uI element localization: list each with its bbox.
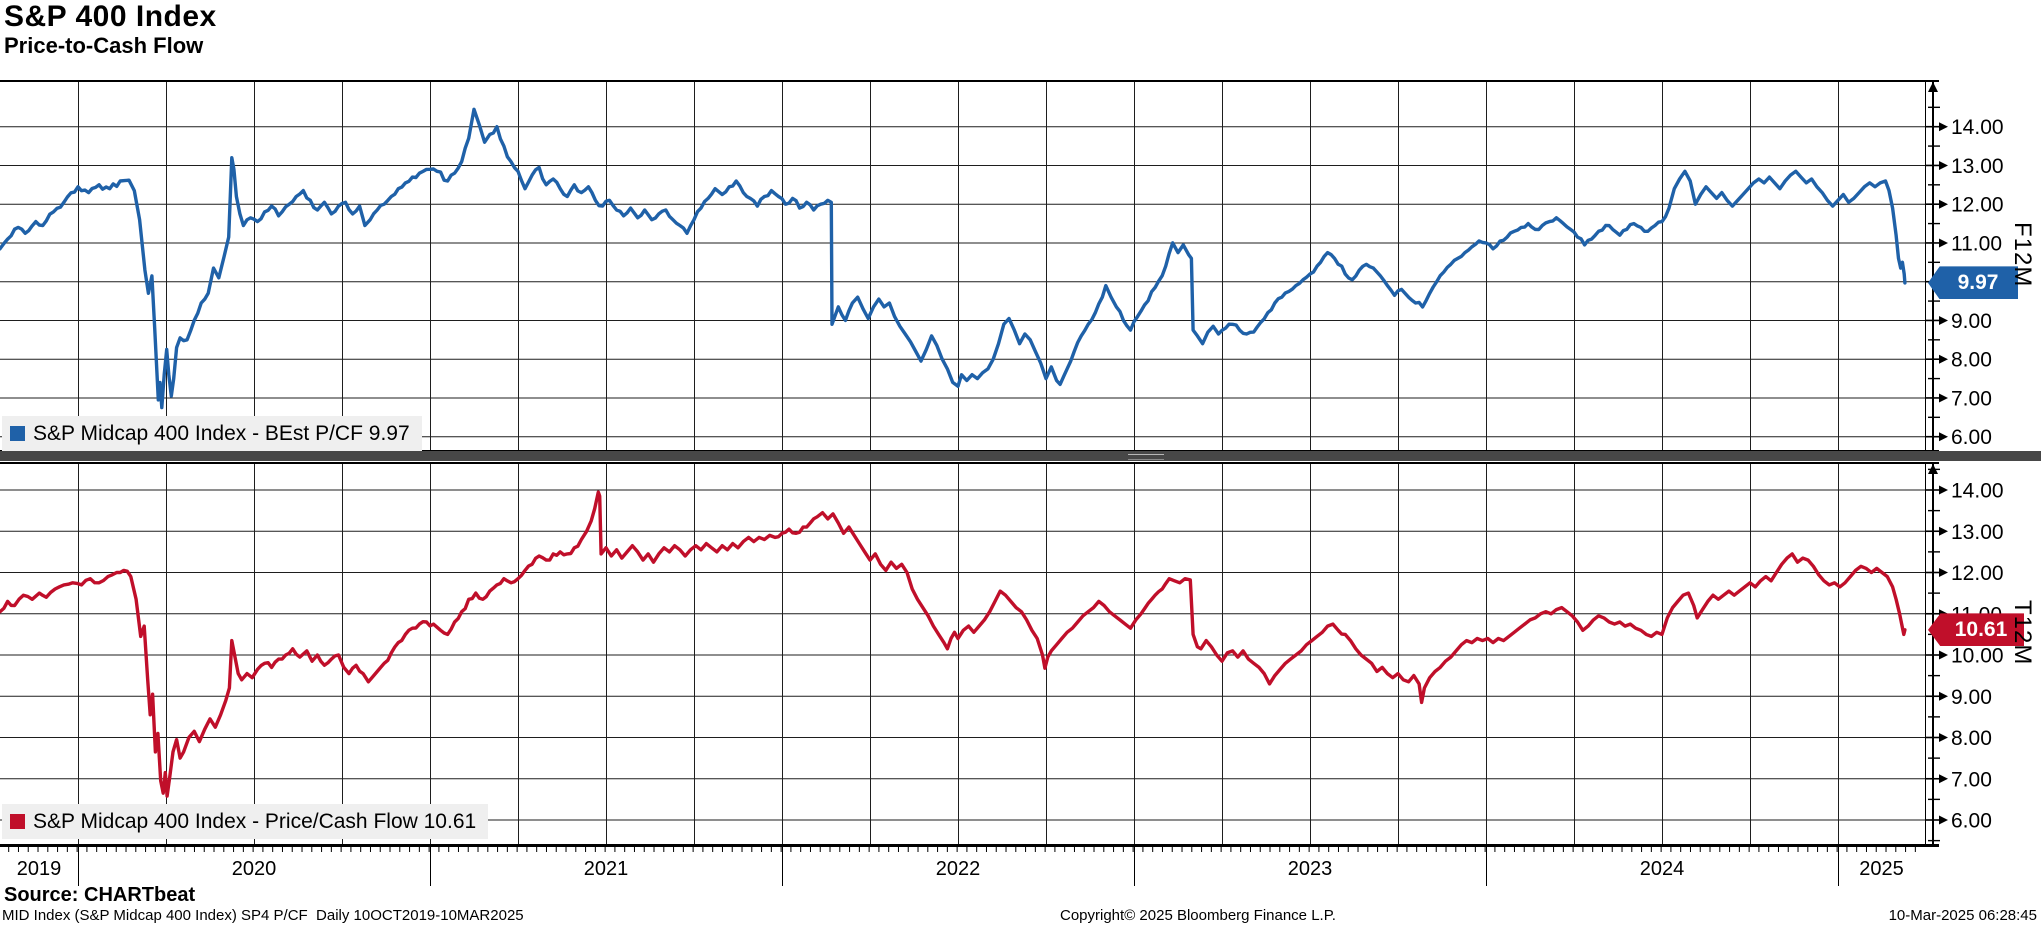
tick-arrow-icon	[1939, 650, 1948, 660]
page-subtitle: Price-to-Cash Flow	[4, 33, 204, 58]
x-year-label: 2024	[1639, 858, 1685, 880]
legend-label: S&P Midcap 400 Index - BEst P/CF 9.97	[33, 421, 410, 445]
tick-arrow-icon	[1939, 815, 1948, 825]
x-year-label: 2021	[583, 858, 629, 880]
source-label: Source: CHARTbeat	[4, 884, 196, 906]
last-value-badge-t12m: 10.61	[1928, 613, 2024, 647]
tick-arrow-icon	[1939, 432, 1948, 442]
y-tick-label: 9.00	[1951, 686, 1992, 709]
x-year-label: 2020	[231, 858, 277, 880]
y-tick-label: 10.00	[1951, 645, 2004, 668]
price-cash-flow-line	[0, 490, 1907, 798]
copyright-notice: Copyright© 2025 Bloomberg Finance L.P.	[1060, 907, 1336, 924]
y-tick-label: 14.00	[1951, 480, 2004, 503]
legend-best-pcf[interactable]: S&P Midcap 400 Index - BEst P/CF 9.97	[2, 416, 422, 451]
blue-series-swatch-icon	[10, 426, 25, 441]
security-descriptor: MID Index (S&P Midcap 400 Index) SP4 P/C…	[2, 907, 524, 924]
y-tick-label: 12.00	[1951, 562, 2004, 585]
y-tick-label: 7.00	[1951, 768, 1992, 791]
best-pcf-line	[0, 107, 1907, 410]
y-tick-label: 6.00	[1951, 426, 1992, 449]
axis-up-arrow-icon	[1928, 82, 1938, 92]
y-tick-label: 12.00	[1951, 194, 2004, 217]
y-tick-label: 14.00	[1951, 116, 2004, 139]
y-tick-label: 11.00	[1951, 232, 2002, 255]
y-tick-label: 7.00	[1951, 387, 1992, 410]
y-tick-label: 13.00	[1951, 521, 2004, 544]
tick-arrow-icon	[1939, 733, 1948, 742]
tick-arrow-icon	[1939, 238, 1948, 248]
tick-arrow-icon	[1939, 568, 1948, 577]
x-year-label: 2023	[1287, 858, 1333, 880]
tick-arrow-icon	[1939, 393, 1948, 403]
x-year-label: 2025	[1859, 858, 1904, 880]
tick-arrow-icon	[1939, 354, 1948, 364]
panel-splitter-handle[interactable]	[0, 451, 2041, 461]
last-value-badge-f12m: 9.97	[1928, 266, 2018, 300]
tick-arrow-icon	[1939, 691, 1948, 701]
x-year-label: 2019	[16, 858, 62, 880]
tick-arrow-icon	[1939, 315, 1948, 325]
page-title: S&P 400 Index	[4, 0, 217, 33]
y-tick-label: 8.00	[1951, 349, 1992, 372]
axis-title-f12m: F12M	[2009, 222, 2036, 288]
red-series-swatch-icon	[10, 814, 25, 829]
y-tick-label: 6.00	[1951, 810, 1992, 833]
y-tick-label: 9.00	[1951, 310, 1992, 333]
axis-title-t12m: T12M	[2009, 600, 2036, 666]
tick-arrow-icon	[1939, 160, 1948, 170]
legend-label: S&P Midcap 400 Index - Price/Cash Flow 1…	[33, 809, 477, 833]
y-tick-label: 8.00	[1951, 727, 1992, 750]
tick-arrow-icon	[1939, 122, 1948, 132]
legend-price-cash-flow[interactable]: S&P Midcap 400 Index - Price/Cash Flow 1…	[2, 804, 489, 839]
x-year-label: 2022	[935, 858, 981, 880]
tick-arrow-icon	[1939, 526, 1948, 536]
y-tick-label: 13.00	[1951, 155, 2004, 178]
splitter-grip-icon	[1128, 454, 1164, 460]
tick-arrow-icon	[1939, 774, 1948, 784]
timestamp: 10-Mar-2025 06:28:45	[1888, 907, 2037, 924]
tick-arrow-icon	[1939, 199, 1948, 209]
tick-arrow-icon	[1939, 485, 1948, 495]
